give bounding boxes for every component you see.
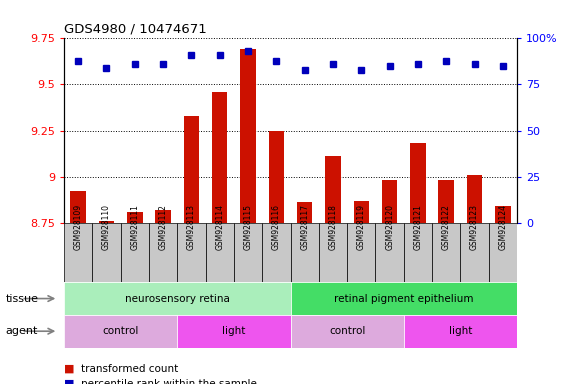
Text: GSM928114: GSM928114 xyxy=(215,204,224,250)
Bar xyxy=(240,50,256,223)
Text: neurosensory retina: neurosensory retina xyxy=(125,293,229,304)
Bar xyxy=(262,223,290,282)
Bar xyxy=(325,156,341,223)
Bar xyxy=(404,223,432,282)
Text: light: light xyxy=(222,326,246,336)
Bar xyxy=(432,223,460,282)
Bar xyxy=(297,202,313,223)
Bar xyxy=(439,180,454,223)
Text: GSM928124: GSM928124 xyxy=(498,204,507,250)
Text: GSM928111: GSM928111 xyxy=(130,204,139,250)
Text: agent: agent xyxy=(6,326,38,336)
Bar xyxy=(460,223,489,282)
Bar xyxy=(234,223,262,282)
Text: GSM928115: GSM928115 xyxy=(243,204,253,250)
Text: ■: ■ xyxy=(64,364,74,374)
Text: GSM928112: GSM928112 xyxy=(159,204,167,250)
Text: GSM928119: GSM928119 xyxy=(357,204,366,250)
Bar xyxy=(155,210,171,223)
Text: ■: ■ xyxy=(64,379,74,384)
Text: control: control xyxy=(329,326,365,336)
Text: GSM928113: GSM928113 xyxy=(187,204,196,250)
Bar xyxy=(410,144,426,223)
Bar xyxy=(184,116,199,223)
Bar xyxy=(382,180,397,223)
Bar xyxy=(64,223,92,282)
Bar xyxy=(404,315,517,348)
Bar xyxy=(99,221,114,223)
Text: percentile rank within the sample: percentile rank within the sample xyxy=(81,379,257,384)
Bar xyxy=(92,223,121,282)
Text: retinal pigment epithelium: retinal pigment epithelium xyxy=(334,293,474,304)
Bar xyxy=(353,200,369,223)
Text: GSM928122: GSM928122 xyxy=(442,204,451,250)
Bar xyxy=(290,315,404,348)
Text: GSM928116: GSM928116 xyxy=(272,204,281,250)
Bar xyxy=(121,223,149,282)
Text: GSM928120: GSM928120 xyxy=(385,204,394,250)
Bar xyxy=(70,191,86,223)
Text: GSM928109: GSM928109 xyxy=(74,204,83,250)
Text: tissue: tissue xyxy=(6,293,39,304)
Bar xyxy=(495,206,511,223)
Bar xyxy=(375,223,404,282)
Bar xyxy=(489,223,517,282)
Bar xyxy=(290,223,319,282)
Bar xyxy=(177,223,206,282)
Text: GSM928123: GSM928123 xyxy=(470,204,479,250)
Text: GSM928110: GSM928110 xyxy=(102,204,111,250)
Text: GSM928117: GSM928117 xyxy=(300,204,309,250)
Bar xyxy=(290,282,517,315)
Text: control: control xyxy=(102,326,139,336)
Bar xyxy=(64,282,290,315)
Bar xyxy=(268,131,284,223)
Text: GDS4980 / 10474671: GDS4980 / 10474671 xyxy=(64,23,207,36)
Text: GSM928118: GSM928118 xyxy=(328,204,338,250)
Text: light: light xyxy=(449,326,472,336)
Text: transformed count: transformed count xyxy=(81,364,178,374)
Text: GSM928121: GSM928121 xyxy=(414,204,422,250)
Bar xyxy=(127,212,142,223)
Bar xyxy=(64,315,177,348)
Bar xyxy=(149,223,177,282)
Bar xyxy=(319,223,347,282)
Bar xyxy=(206,223,234,282)
Bar xyxy=(467,175,482,223)
Bar xyxy=(347,223,375,282)
Bar xyxy=(177,315,290,348)
Bar xyxy=(212,92,228,223)
